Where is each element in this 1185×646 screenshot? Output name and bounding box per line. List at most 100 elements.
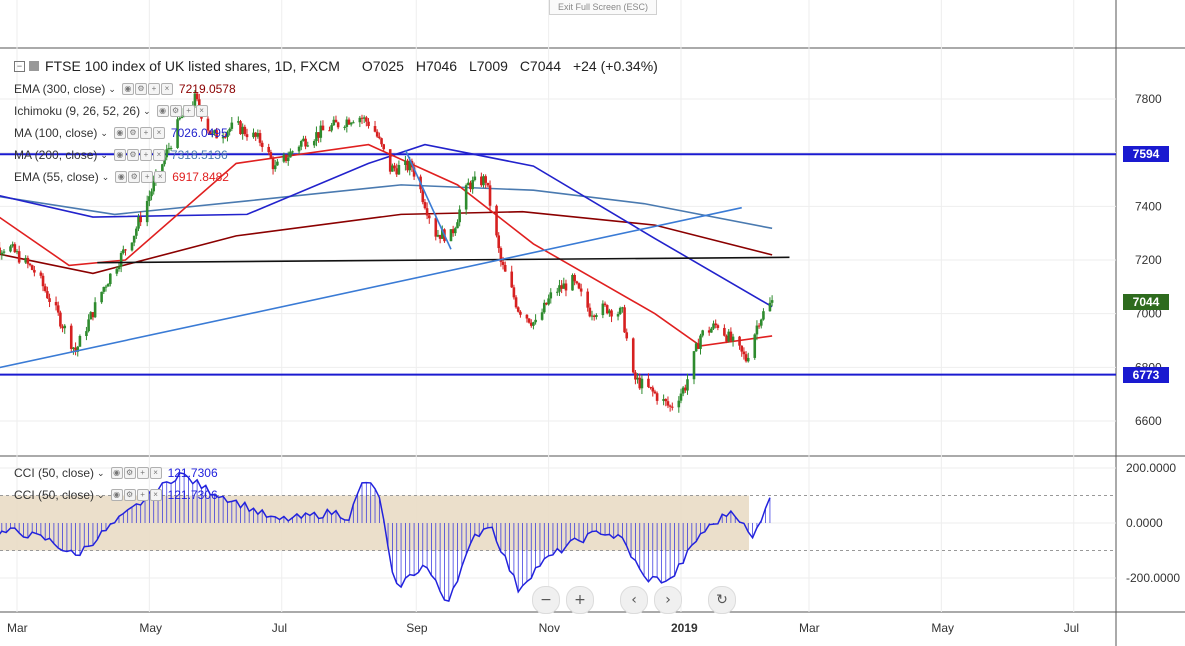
close-icon[interactable]: × xyxy=(160,83,173,95)
gear-icon[interactable]: ⚙ xyxy=(123,467,136,479)
horizontal-levels[interactable] xyxy=(0,153,1116,376)
cci-tick-label: 0.0000 xyxy=(1126,516,1163,530)
chevron-down-icon[interactable]: ⌄ xyxy=(97,467,105,478)
candle-body xyxy=(152,181,156,192)
close-icon[interactable]: × xyxy=(149,489,162,501)
indicator-legend[interactable]: EMA (55, close) ⌄ ◉ ⚙ + × 6917.8482 xyxy=(14,170,229,184)
cci-legend[interactable]: CCI (50, close) ⌄ ◉ ⚙ + × 121.7306 xyxy=(14,466,218,480)
candle-body xyxy=(100,291,103,303)
indicator-controls[interactable]: ◉ ⚙ + × xyxy=(121,83,173,95)
eye-icon[interactable]: ◉ xyxy=(115,171,128,183)
candle-body xyxy=(26,257,30,264)
candle-body xyxy=(547,298,550,305)
close-icon[interactable]: × xyxy=(152,149,165,161)
indicator-legend[interactable]: MA (200, close) ⌄ ◉ ⚙ + × 7318.5136 xyxy=(14,148,228,162)
gear-icon[interactable]: ⚙ xyxy=(134,83,147,95)
close-icon[interactable]: × xyxy=(152,127,165,139)
candle-body xyxy=(681,387,685,394)
trend-lines[interactable] xyxy=(0,149,790,373)
indicator-legend[interactable]: Ichimoku (9, 26, 52, 26) ⌄ ◉ ⚙ + × xyxy=(14,104,214,118)
candle-body xyxy=(304,138,307,147)
plus-icon[interactable]: + xyxy=(139,127,152,139)
candle-body xyxy=(595,315,598,317)
plus-icon[interactable]: + xyxy=(139,149,152,161)
gear-icon[interactable]: ⚙ xyxy=(123,489,136,501)
eye-icon[interactable]: ◉ xyxy=(110,489,123,501)
candle-body xyxy=(529,322,533,326)
candle-body xyxy=(616,314,620,317)
chevron-down-icon[interactable]: ⌄ xyxy=(143,105,151,116)
candle-body xyxy=(427,215,431,219)
gear-icon[interactable]: ⚙ xyxy=(128,171,141,183)
zoom-in-button[interactable]: + xyxy=(566,586,594,614)
indicator-legend[interactable]: EMA (300, close) ⌄ ◉ ⚙ + × 7219.0578 xyxy=(14,82,236,96)
eye-icon[interactable]: ◉ xyxy=(121,83,134,95)
candle-body xyxy=(762,311,765,320)
candle-body xyxy=(365,117,368,122)
time-tick-label: Mar xyxy=(799,621,820,635)
candle-body xyxy=(282,154,286,162)
candle-body xyxy=(391,165,394,172)
zoom-out-button[interactable]: − xyxy=(532,586,560,614)
time-tick-label: Jul xyxy=(272,621,287,635)
gear-icon[interactable]: ⚙ xyxy=(126,149,139,161)
chevron-down-icon[interactable]: ⌄ xyxy=(97,489,105,500)
candle-body xyxy=(464,185,468,210)
cci-legend[interactable]: CCI (50, close) ⌄ ◉ ⚙ + × 121.7306 xyxy=(14,488,218,502)
plus-icon[interactable]: + xyxy=(141,171,154,183)
indicator-controls[interactable]: ◉ ⚙ + × xyxy=(113,149,165,161)
candle-body xyxy=(421,189,425,203)
price-tick-label: 7200 xyxy=(1135,253,1162,267)
candle-body xyxy=(542,302,546,313)
candle-body xyxy=(139,216,142,223)
price-tick-label: 7400 xyxy=(1135,199,1162,213)
exit-fullscreen-button[interactable]: Exit Full Screen (ESC) xyxy=(549,0,657,15)
candle-body xyxy=(484,176,487,183)
close-icon[interactable]: × xyxy=(149,467,162,479)
chevron-down-icon[interactable]: ⌄ xyxy=(100,149,108,160)
chevron-down-icon[interactable]: ⌄ xyxy=(100,127,108,138)
plus-icon[interactable]: + xyxy=(147,83,160,95)
plus-icon[interactable]: + xyxy=(136,489,149,501)
candle-body xyxy=(501,261,505,266)
indicator-controls[interactable]: ◉ ⚙ + × xyxy=(110,489,162,501)
indicator-controls[interactable]: ◉ ⚙ + × xyxy=(115,171,167,183)
candle-body xyxy=(102,286,106,292)
candle-body xyxy=(239,121,242,135)
candle-body xyxy=(373,126,377,132)
candle-body xyxy=(161,164,164,173)
indicator-controls[interactable]: ◉ ⚙ + × xyxy=(156,105,208,117)
chevron-down-icon[interactable]: ⌄ xyxy=(101,171,110,182)
time-tick-label: Sep xyxy=(406,621,428,635)
candle-body xyxy=(2,251,6,253)
candle-body xyxy=(360,117,364,119)
reset-chart-button[interactable]: ↻ xyxy=(708,586,736,614)
chevron-down-icon[interactable]: ⌄ xyxy=(108,83,116,94)
gear-icon[interactable]: ⚙ xyxy=(169,105,182,117)
close-icon[interactable]: × xyxy=(154,171,167,183)
plus-icon[interactable]: + xyxy=(182,105,195,117)
collapse-icon[interactable]: − xyxy=(14,60,25,72)
candle-body xyxy=(167,148,171,150)
indicator-controls[interactable]: ◉ ⚙ + × xyxy=(113,127,165,139)
candle-body xyxy=(634,372,637,380)
candle-body xyxy=(573,274,576,282)
eye-icon[interactable]: ◉ xyxy=(156,105,169,117)
scroll-left-button[interactable]: ‹ xyxy=(620,586,648,614)
indicator-legend[interactable]: MA (100, close) ⌄ ◉ ⚙ + × 7026.0495 xyxy=(14,126,228,140)
candle-body xyxy=(558,285,561,292)
eye-icon[interactable]: ◉ xyxy=(113,127,126,139)
eye-icon[interactable]: ◉ xyxy=(113,149,126,161)
scroll-right-button[interactable]: › xyxy=(654,586,682,614)
candle-body xyxy=(48,298,51,302)
close-icon[interactable]: × xyxy=(195,105,208,117)
candle-body xyxy=(770,300,774,303)
candle-body xyxy=(210,133,214,135)
candle-body xyxy=(87,319,90,332)
eye-icon[interactable]: ◉ xyxy=(110,467,123,479)
plus-icon[interactable]: + xyxy=(136,467,149,479)
gear-icon[interactable]: ⚙ xyxy=(126,127,139,139)
indicator-controls[interactable]: ◉ ⚙ + × xyxy=(110,467,162,479)
candle-body xyxy=(744,354,748,362)
